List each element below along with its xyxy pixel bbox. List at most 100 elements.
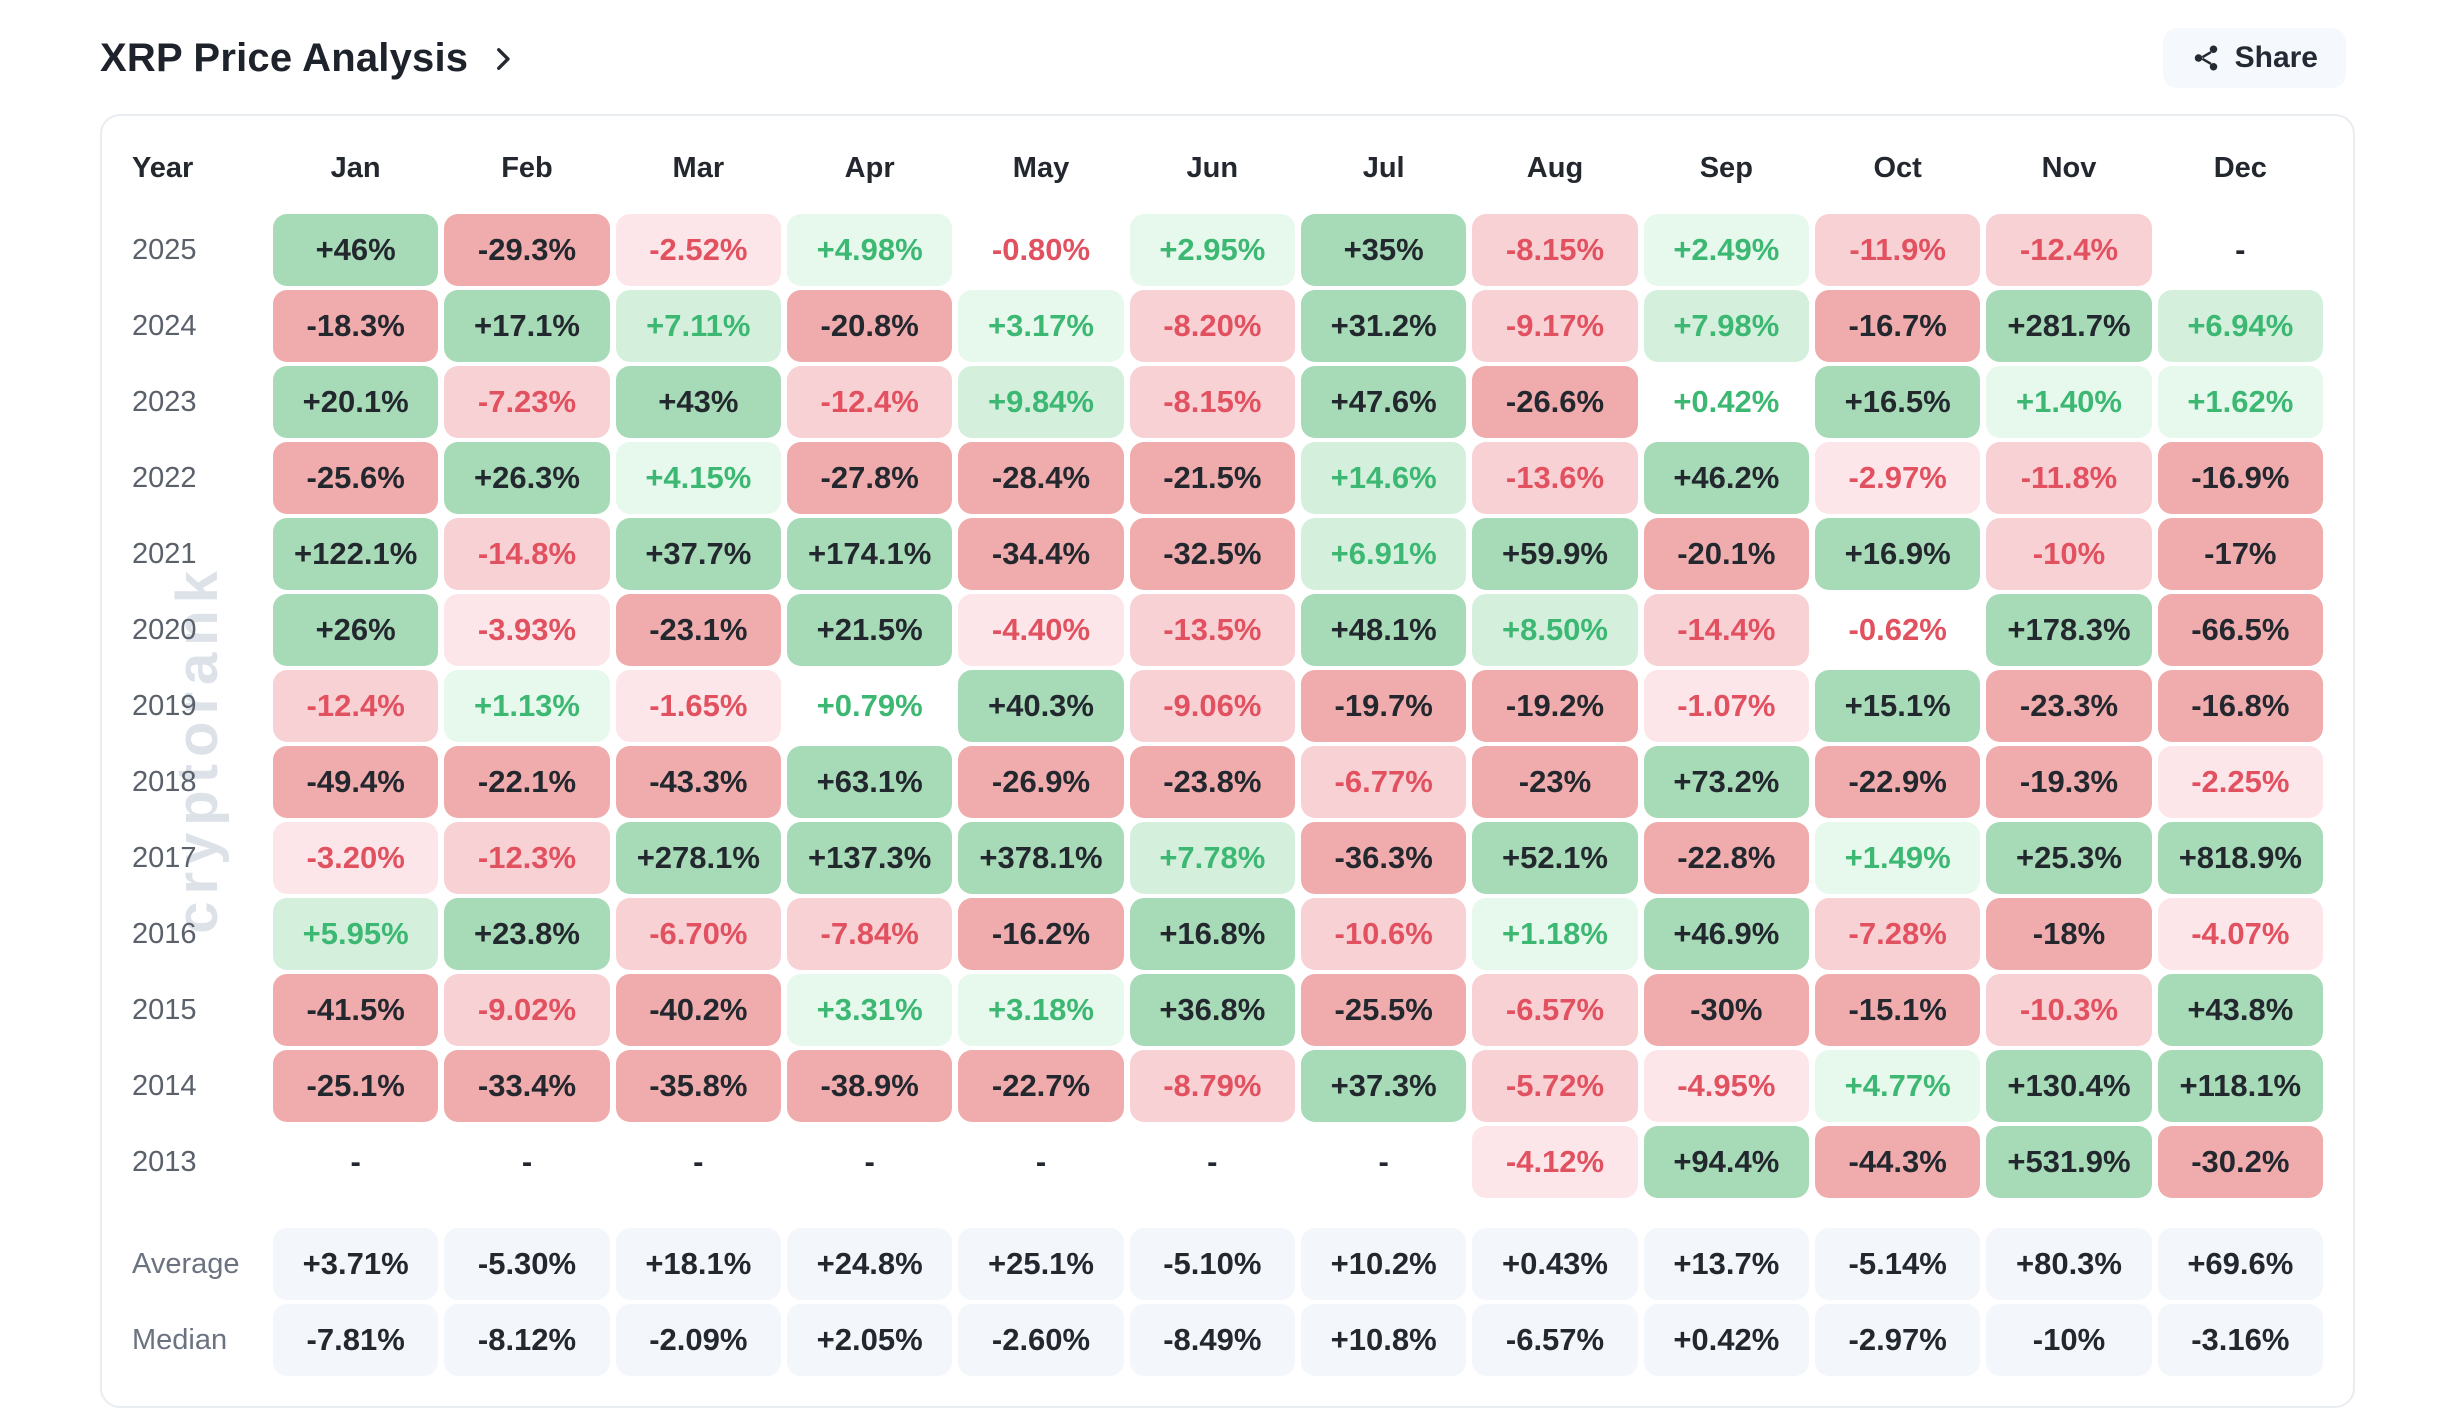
heatmap-cell: +1.49% (1814, 822, 1981, 894)
heatmap-cell: -33.4% (444, 1050, 610, 1122)
summary-row-label: Average (132, 1247, 240, 1280)
column-header-year: Year (132, 151, 194, 184)
heatmap-cell: -1.07% (1643, 670, 1809, 742)
heatmap-cell: -27.8% (786, 442, 953, 514)
heatmap-cell: +43.8% (2157, 974, 2323, 1046)
heatmap-cell: -19.3% (1986, 746, 2152, 818)
heatmap-cell: -28.4% (958, 442, 1124, 514)
row-year-label: 2014 (132, 1069, 197, 1102)
column-header-month: Dec (2213, 151, 2267, 184)
summary-cell: +24.8% (786, 1228, 953, 1300)
heatmap-cell: +3.17% (958, 290, 1124, 362)
heatmap-cell: -8.79% (1129, 1050, 1295, 1122)
heatmap-cell: -0.80% (991, 232, 1091, 267)
heatmap-cell: -3.20% (273, 822, 439, 894)
heatmap-cell: -5.72% (1472, 1050, 1638, 1122)
heatmap-cell: -16.7% (1814, 290, 1981, 362)
heatmap-cell: -4.95% (1643, 1050, 1809, 1122)
row-year-label: 2015 (132, 993, 197, 1026)
row-year-label: 2020 (132, 613, 197, 646)
heatmap-cell: -35.8% (615, 1050, 781, 1122)
heatmap-cell: -4.40% (958, 594, 1124, 666)
heatmap-cell: +46% (273, 214, 439, 286)
heatmap-cell: +2.49% (1643, 214, 1809, 286)
heatmap-cell: -29.3% (444, 214, 610, 286)
heatmap-cell: -25.6% (273, 442, 439, 514)
heatmap-cell: - (1035, 1144, 1047, 1179)
heatmap-cell: -38.9% (786, 1050, 953, 1122)
row-year-label: 2016 (132, 917, 197, 950)
heatmap-cell: -6.70% (615, 898, 781, 970)
column-header-month: Sep (1699, 151, 1753, 184)
heatmap-cell: +17.1% (444, 290, 610, 362)
summary-row: Average +3.71% -5.30% +18.1% +24.8% +25.1% -5.… (132, 1228, 2323, 1300)
column-header-month: Aug (1526, 151, 1584, 184)
share-button[interactable]: Share (2162, 28, 2346, 88)
topbar: XRP Price Analysis Share (0, 0, 2452, 90)
heatmap-cell: +1.62% (2157, 366, 2323, 438)
heatmap-cell: +6.94% (2157, 290, 2323, 362)
summary-cell: +18.1% (615, 1228, 781, 1300)
heatmap-cell: -49.4% (273, 746, 439, 818)
heatmap-cell: -8.20% (1129, 290, 1295, 362)
heatmap-cell: +48.1% (1300, 594, 1467, 666)
column-header-month: Jan (330, 151, 381, 184)
heatmap-cell: -23.8% (1129, 746, 1295, 818)
summary-cell: -3.16% (2157, 1304, 2323, 1376)
row-year-label: 2013 (132, 1145, 197, 1178)
heatmap-cell: - (864, 1144, 875, 1179)
heatmap-cell: - (1207, 1144, 1218, 1179)
heatmap-cell: - (693, 1144, 704, 1179)
heatmap-cell: +281.7% (1986, 290, 2152, 362)
heatmap-cell: +178.3% (1986, 594, 2152, 666)
summary-row-label: Median (132, 1323, 228, 1356)
row-year-label: 2024 (132, 309, 197, 342)
table-row: 2017 -3.20% -12.3% +278.1% +137.3% +378.1% +7.… (132, 822, 2323, 894)
summary-cell: +0.42% (1643, 1304, 1809, 1376)
heatmap-cell: -14.4% (1643, 594, 1809, 666)
heatmap-cell: -3.93% (444, 594, 610, 666)
heatmap-cell: +0.42% (1673, 384, 1780, 419)
heatmap-cell: +43% (615, 366, 781, 438)
row-year-label: 2023 (132, 385, 197, 418)
heatmap-cell: +1.13% (444, 670, 610, 742)
heatmap-cell: +130.4% (1986, 1050, 2152, 1122)
table-row: 2020 +26% -3.93% -23.1% +21.5% -4.40% -13.5% +4… (132, 594, 2323, 666)
summary-cell: -2.09% (615, 1304, 781, 1376)
heatmap-cell: -16.8% (2157, 670, 2323, 742)
summary-cell: +10.2% (1300, 1228, 1467, 1300)
heatmap-cell: -16.2% (958, 898, 1124, 970)
heatmap-cell: -6.57% (1472, 974, 1638, 1046)
heatmap-cell: -15.1% (1814, 974, 1981, 1046)
heatmap-cell: +4.98% (786, 214, 953, 286)
heatmap-cell: +26.3% (444, 442, 610, 514)
heatmap-cell: -43.3% (615, 746, 781, 818)
heatmap-cell: -10% (1986, 518, 2152, 590)
heatmap-cell: -12.4% (1986, 214, 2152, 286)
table-row: 2023 +20.1% -7.23% +43% -12.4% +9.84% -8.15% +4… (132, 366, 2323, 438)
title-link[interactable]: XRP Price Analysis (100, 36, 520, 81)
heatmap-cell: +40.3% (958, 670, 1124, 742)
heatmap-cell: +3.31% (786, 974, 953, 1046)
column-header-month: Nov (2041, 151, 2097, 184)
row-year-label: 2019 (132, 689, 197, 722)
heatmap-cell: -9.06% (1129, 670, 1295, 742)
heatmap-cell: -7.84% (786, 898, 953, 970)
heatmap-cell: +59.9% (1472, 518, 1638, 590)
chevron-right-icon (497, 48, 510, 70)
heatmap-cell: -36.3% (1300, 822, 1467, 894)
summary-cell: +69.6% (2157, 1228, 2323, 1300)
heatmap-cell: -13.5% (1129, 594, 1295, 666)
heatmap-cell: -13.6% (1472, 442, 1638, 514)
row-year-label: 2022 (132, 461, 197, 494)
heatmap-cell: +122.1% (273, 518, 439, 590)
heatmap-cell: -20.8% (786, 290, 953, 362)
heatmap-cell: -19.7% (1300, 670, 1467, 742)
heatmap-cell: -23.3% (1986, 670, 2152, 742)
heatmap-cell: +9.84% (958, 366, 1124, 438)
heatmap-cell: -9.17% (1472, 290, 1638, 362)
table-row: 2014 -25.1% -33.4% -35.8% -38.9% -22.7% -8.79%… (132, 1050, 2323, 1122)
heatmap-cell: +4.15% (615, 442, 781, 514)
table-row: 2021 +122.1% -14.8% +37.7% +174.1% -34.4% -32.… (132, 518, 2323, 590)
column-header-month: Feb (501, 151, 553, 184)
